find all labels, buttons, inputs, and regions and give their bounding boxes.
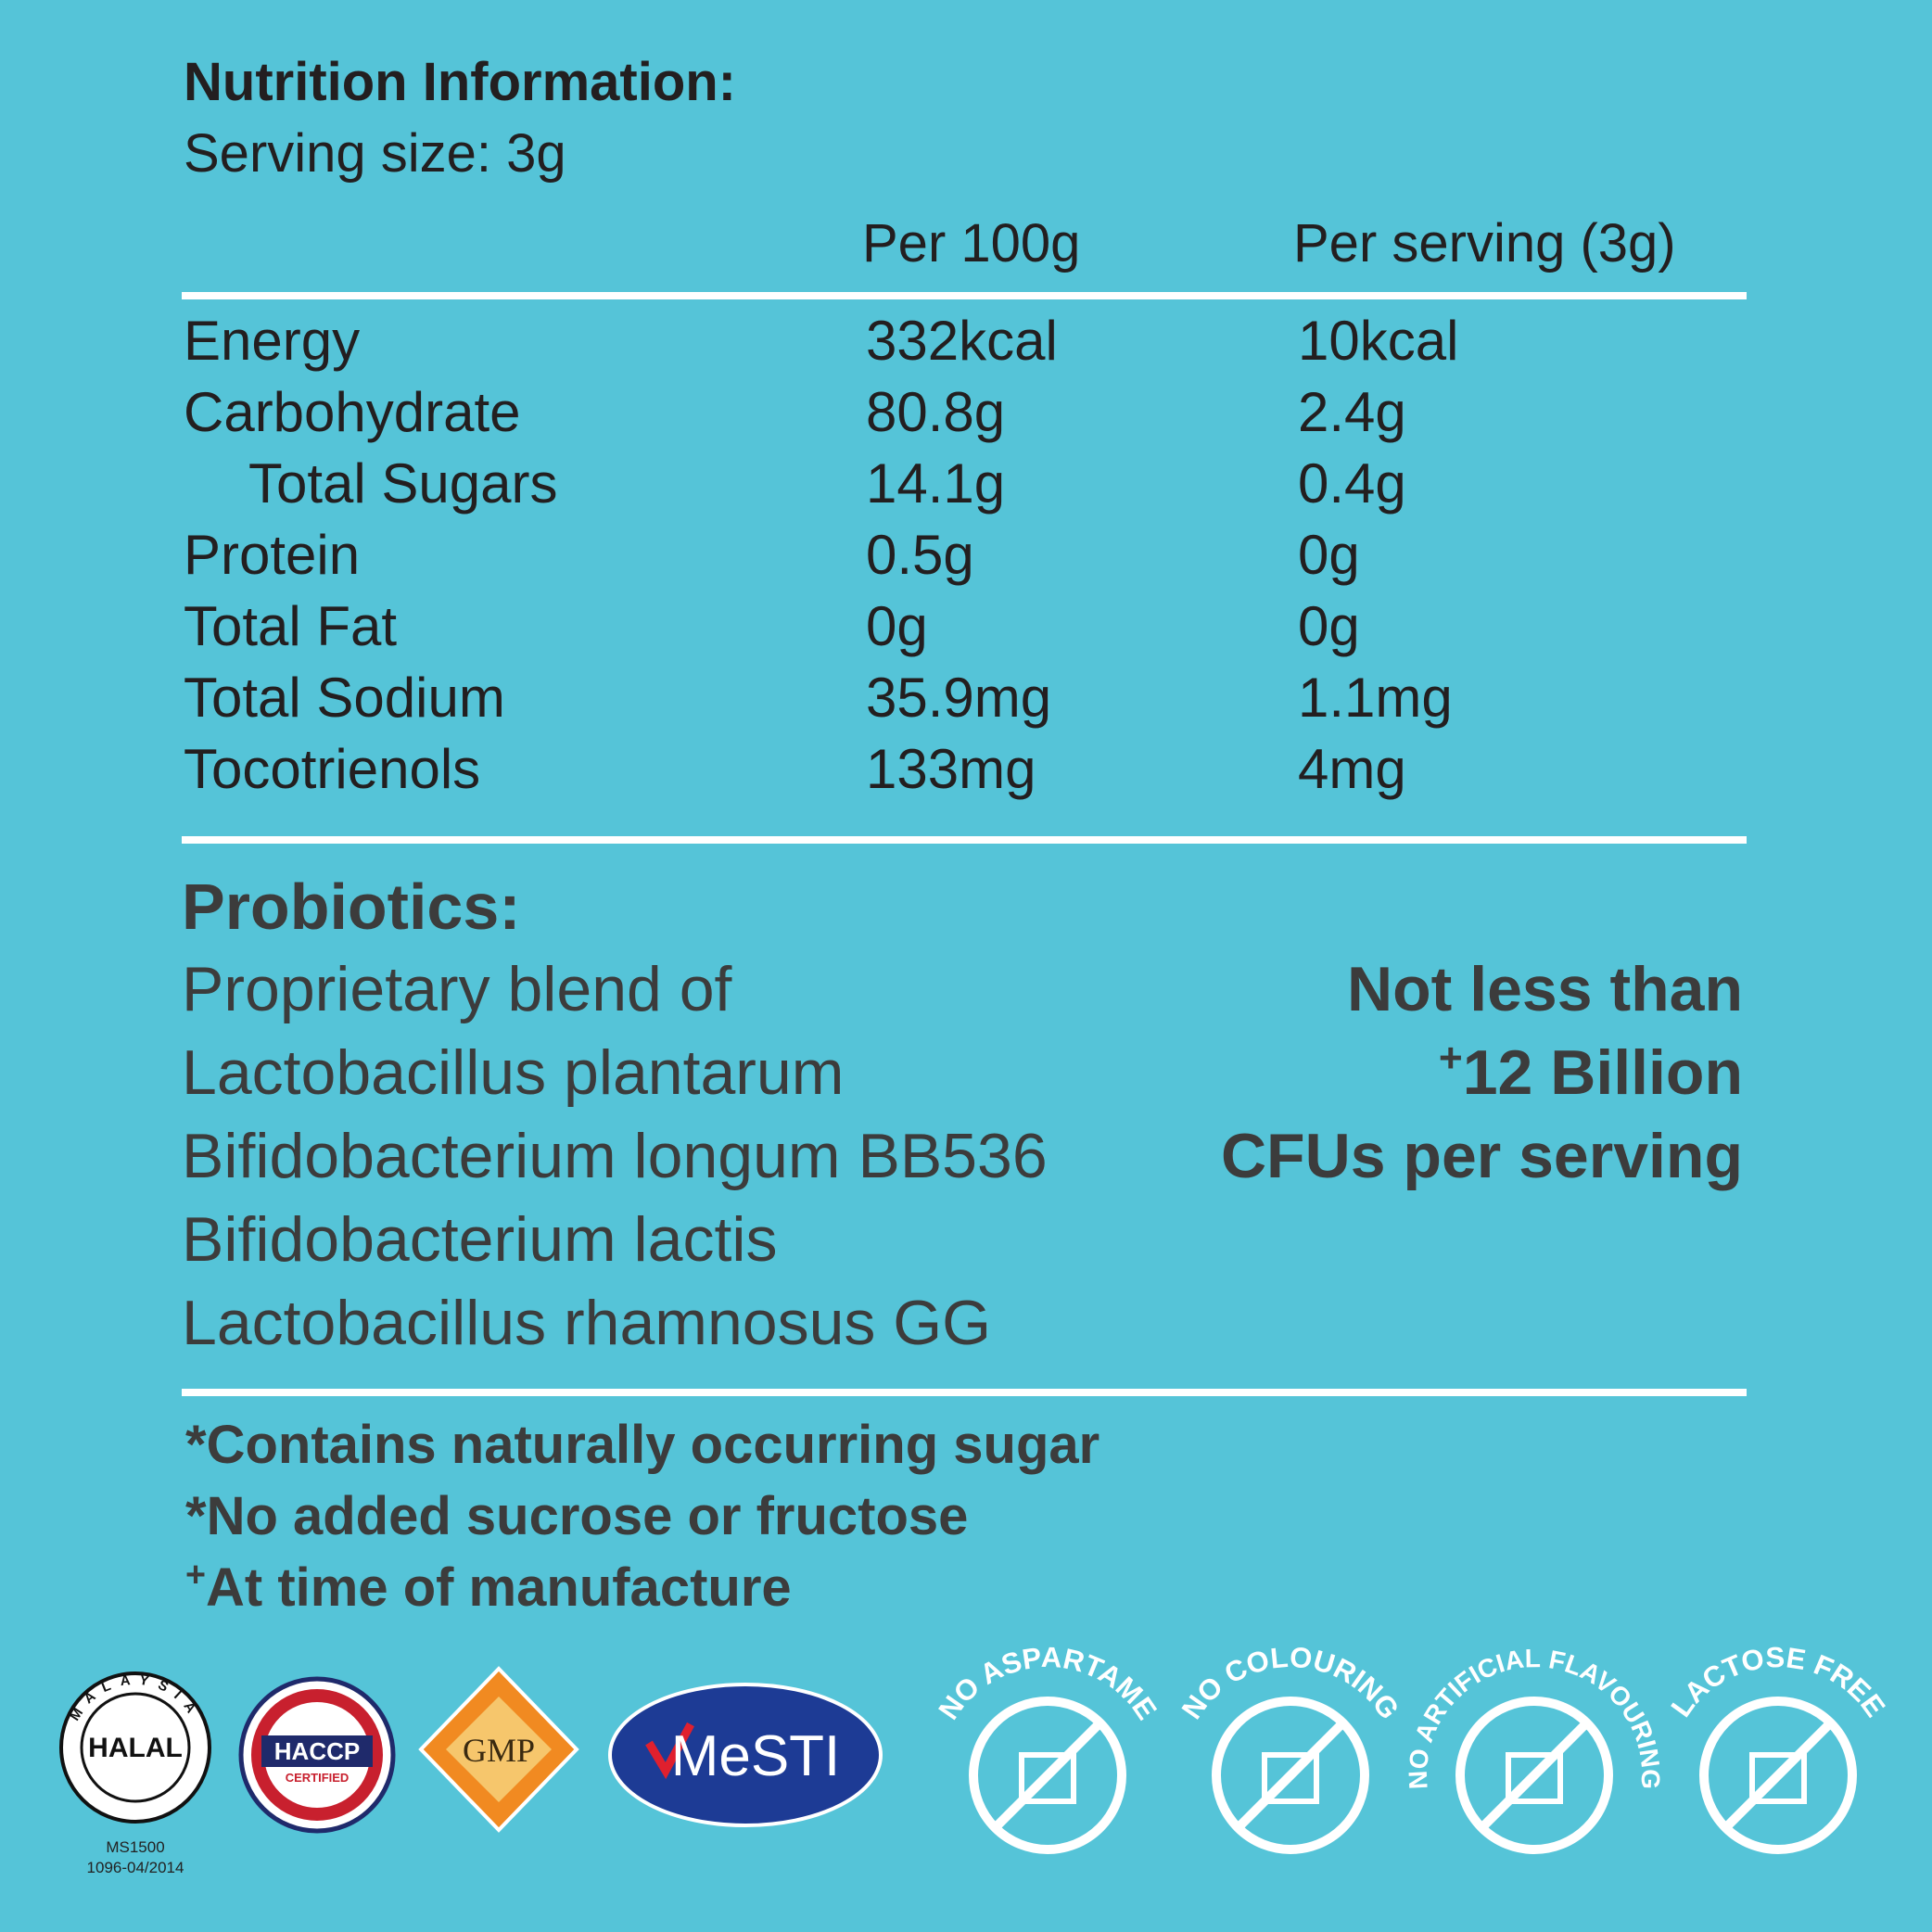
title: Nutrition Information: — [184, 52, 736, 112]
nutrient-name: Total Sodium — [184, 667, 505, 729]
serving-size: Serving size: 3g — [184, 123, 566, 184]
icon-glyph — [1749, 1752, 1807, 1804]
strain: Bifidobacterium longum BB536 — [182, 1121, 1048, 1191]
superscript-mark: + — [1439, 1036, 1463, 1081]
badge — [261, 1735, 373, 1767]
nutrient-name: Tocotrienols — [184, 738, 480, 800]
halal-code: MS1500 — [106, 1838, 164, 1856]
column-header: Per 100g — [862, 213, 1080, 273]
per-100g: 0g — [866, 595, 928, 657]
per-100g: 133mg — [866, 738, 1036, 800]
per-100g: 35.9mg — [866, 667, 1051, 729]
nutrient-name: Carbohydrate — [184, 381, 521, 443]
icon-glyph — [1019, 1752, 1076, 1804]
probiotics-title: Probiotics: — [182, 871, 521, 943]
claim-line-text: Not less than — [1347, 954, 1743, 1024]
icon-glyph — [1506, 1752, 1563, 1804]
mesti-name: MeSTI — [671, 1724, 841, 1788]
badge — [608, 1683, 883, 1827]
note-text: At time of manufacture — [206, 1557, 792, 1618]
per-100g: 0.5g — [866, 524, 974, 586]
per-serving: 4mg — [1298, 738, 1406, 800]
note: *No added sucrose or fructose — [185, 1486, 968, 1546]
icon-ring — [1699, 1697, 1857, 1854]
nutrient-name: Protein — [184, 524, 360, 586]
strain-list: Proprietary blend of Lactobacillus planta… — [182, 954, 1048, 1358]
icon-slash — [992, 1720, 1103, 1831]
per-100g: 80.8g — [866, 381, 1005, 443]
column-header: Per serving (3g) — [1293, 213, 1676, 273]
nutrient-name: Total Fat — [184, 595, 397, 657]
icon-slash — [1235, 1720, 1346, 1831]
nutrition-rows: Energy 332kcal 10kcal Carbohydrate 80.8g 2.4g… — [184, 310, 1458, 800]
haccp-name: HACCP — [274, 1737, 360, 1765]
halal-cert: 1096-04/2014 — [87, 1859, 184, 1876]
icon-ring — [1455, 1697, 1613, 1854]
icon-ring — [1212, 1697, 1369, 1854]
per-serving: 0g — [1298, 595, 1360, 657]
strain: Proprietary blend of — [182, 954, 732, 1024]
gmp-name: GMP — [463, 1732, 535, 1769]
per-100g: 14.1g — [866, 452, 1005, 515]
badge — [80, 1692, 191, 1803]
claim-line: Not less than — [1347, 954, 1743, 1024]
divider — [182, 1389, 1747, 1396]
claim: Not less than +12 Billion CFUs per serving — [1221, 954, 1743, 1191]
per-serving: 1.1mg — [1298, 667, 1453, 729]
strain: Bifidobacterium lactis — [182, 1204, 777, 1275]
note: *Contains naturally occurring sugar — [185, 1415, 1099, 1475]
per-serving: 0g — [1298, 524, 1360, 586]
superscript-mark: + — [185, 1555, 206, 1594]
note-text: *Contains naturally occurring sugar — [185, 1415, 1099, 1475]
divider — [182, 836, 1747, 844]
note-text: *No added sucrose or fructose — [185, 1486, 968, 1546]
strain: Lactobacillus plantarum — [182, 1037, 844, 1108]
per-serving: 2.4g — [1298, 381, 1406, 443]
icon-ring — [969, 1697, 1126, 1854]
strain: Lactobacillus rhamnosus GG — [182, 1288, 991, 1358]
gmp-logo: GMP — [418, 1666, 579, 1833]
claim-line-text: 12 Billion — [1463, 1037, 1743, 1108]
per-100g: 332kcal — [866, 310, 1058, 372]
claim-line: +12 Billion — [1439, 1036, 1743, 1109]
nutrient-name: Total Sugars — [248, 452, 558, 515]
note: +At time of manufacture — [185, 1555, 792, 1618]
halal-word: HALAL — [88, 1733, 183, 1763]
badge — [446, 1697, 552, 1802]
claim-line-text: CFUs per serving — [1221, 1121, 1743, 1191]
per-serving: 10kcal — [1298, 310, 1458, 372]
haccp-logo: HACCP CERTIFIED — [238, 1676, 396, 1834]
notes: *Contains naturally occurring sugar *No a… — [185, 1415, 1099, 1618]
claim-line: CFUs per serving — [1221, 1121, 1743, 1191]
icon-glyph — [1262, 1752, 1319, 1804]
divider — [182, 292, 1747, 299]
icon-slash — [1722, 1720, 1834, 1831]
nutrient-name: Energy — [184, 310, 360, 372]
per-serving: 0.4g — [1298, 452, 1406, 515]
haccp-sub: CERTIFIED — [286, 1771, 350, 1785]
mesti-logo: MeSTI — [608, 1683, 883, 1827]
check — [645, 1722, 694, 1780]
icon-slash — [1479, 1720, 1590, 1831]
